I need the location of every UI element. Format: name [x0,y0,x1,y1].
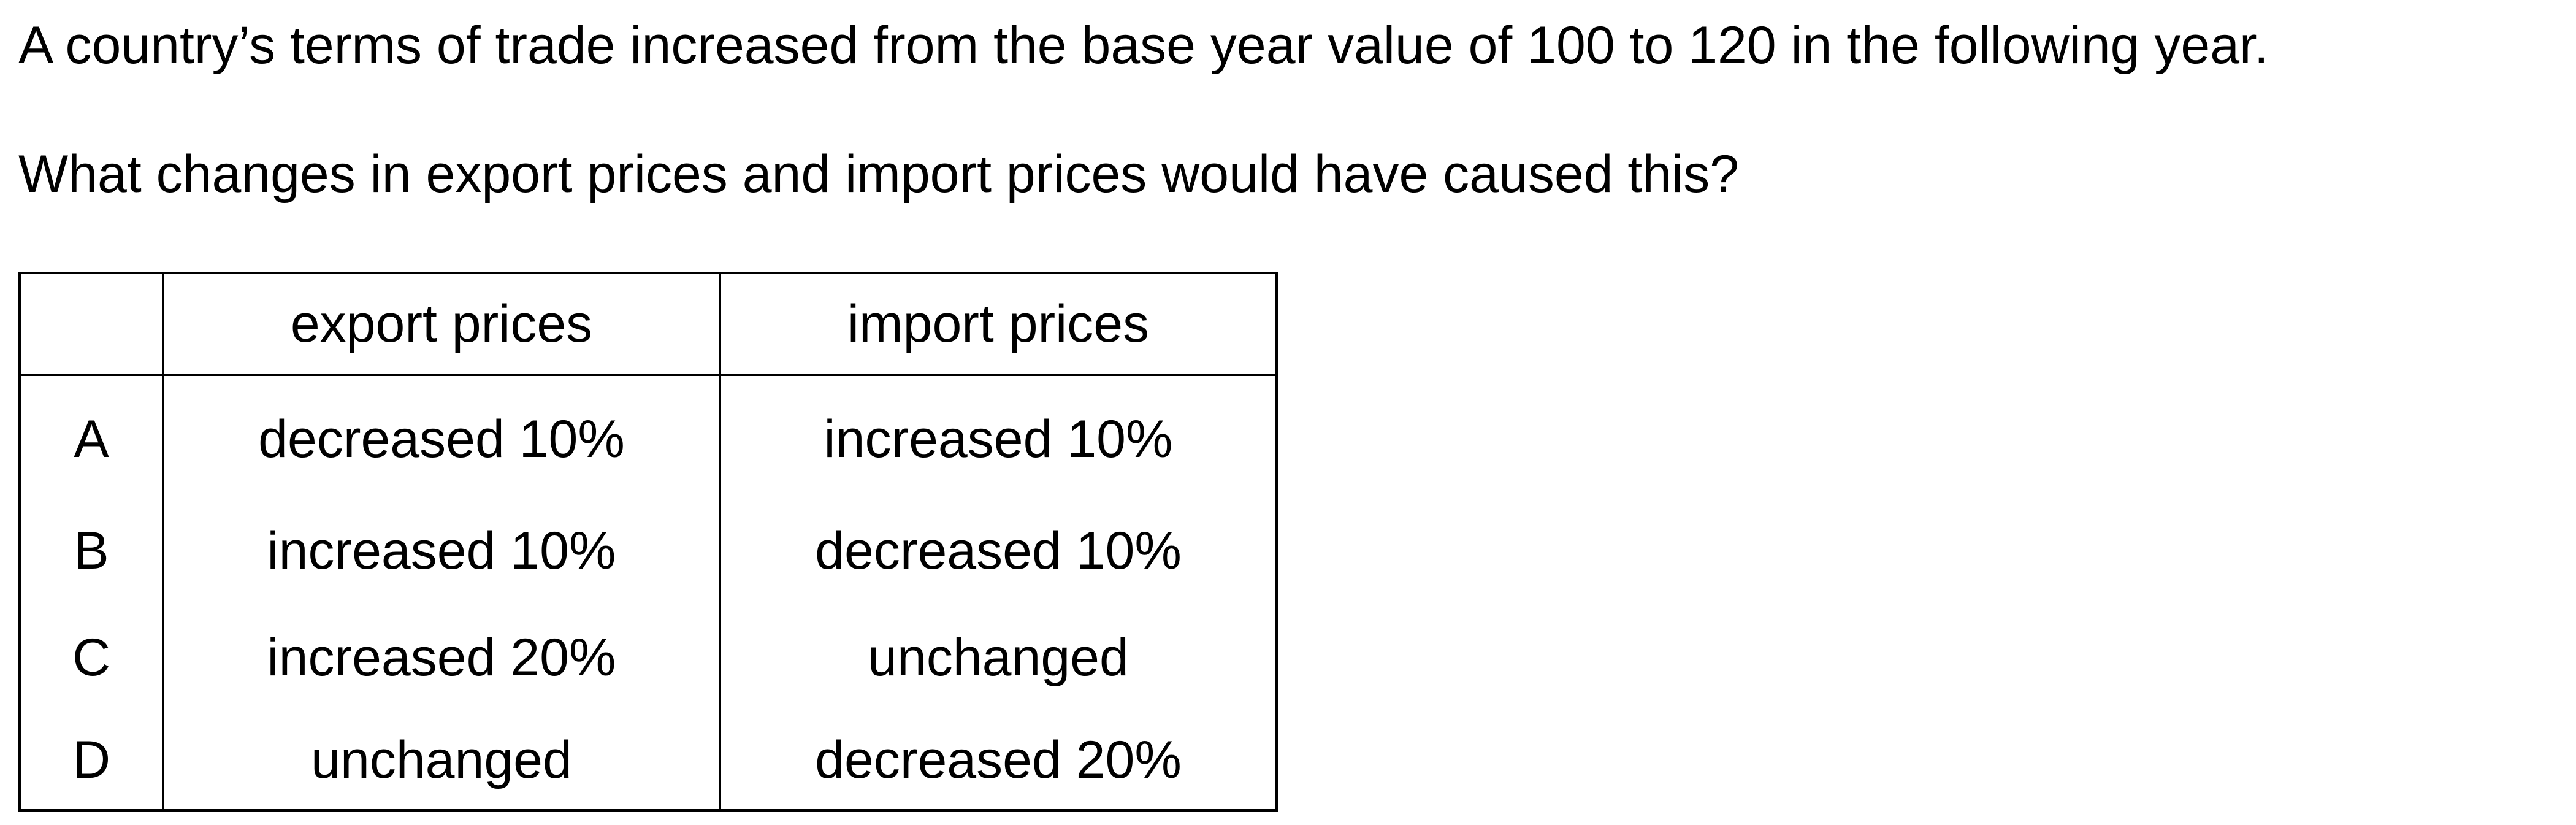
answer-options-table: export prices import prices A decreased … [18,272,1278,812]
option-import-change: unchanged [719,604,1278,711]
table-row-option-b[interactable]: B increased 10% decreased 10% [18,497,1278,604]
option-import-change: increased 10% [719,375,1278,497]
option-letter: A [18,375,164,497]
question-stem: A country’s terms of trade increased fro… [18,16,2269,75]
table-header-row: export prices import prices [18,272,1278,376]
option-export-change: unchanged [162,711,721,812]
table-row-option-a[interactable]: A decreased 10% increased 10% [18,375,1278,497]
option-import-change: decreased 20% [719,711,1278,812]
option-letter: B [18,497,164,604]
option-letter: D [18,711,164,812]
header-import-prices: import prices [719,272,1278,376]
option-export-change: increased 20% [162,604,721,711]
option-export-change: increased 10% [162,497,721,604]
header-blank-cell [18,272,164,376]
option-export-change: decreased 10% [162,375,721,497]
table-row-option-c[interactable]: C increased 20% unchanged [18,604,1278,711]
table-row-option-d[interactable]: D unchanged decreased 20% [18,711,1278,812]
question-prompt: What changes in export prices and import… [18,145,1740,204]
option-import-change: decreased 10% [719,497,1278,604]
header-export-prices: export prices [162,272,721,376]
option-letter: C [18,604,164,711]
